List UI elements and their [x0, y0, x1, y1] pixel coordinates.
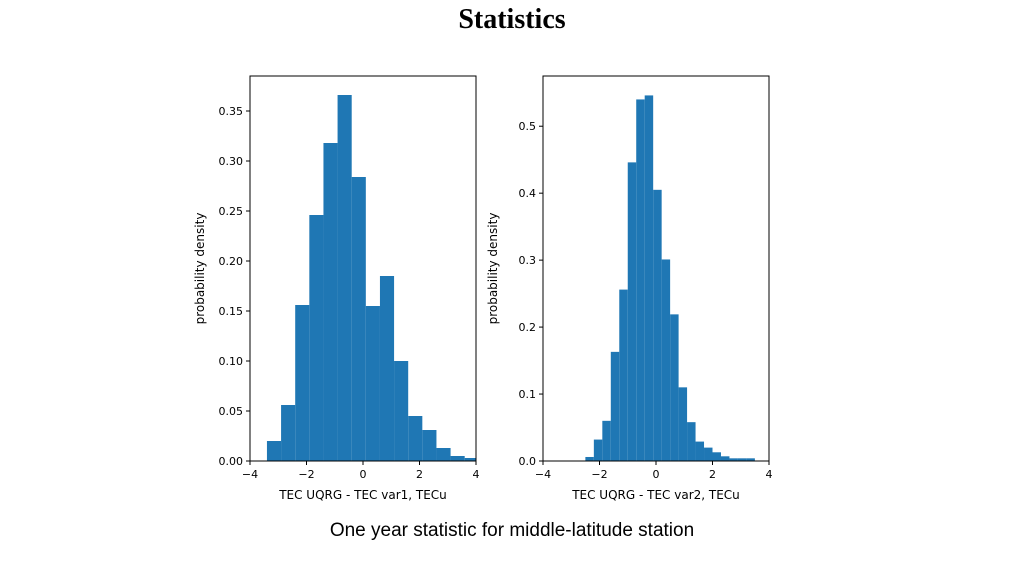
y-tick-label: 0.20 [219, 255, 244, 268]
histogram-bar [323, 143, 338, 461]
histogram-bar [408, 416, 423, 461]
histogram-bar [687, 422, 696, 461]
x-tick-label: −2 [298, 468, 314, 481]
histogram-bar [585, 456, 594, 461]
x-tick-label: −2 [591, 468, 607, 481]
x-tick-label: 0 [360, 468, 367, 481]
histogram-bar [678, 387, 688, 461]
histogram-bar [746, 458, 755, 461]
histogram-bar [309, 215, 324, 461]
histogram-left: −4 −2 0 2 4 0.00 0.05 0.10 0.15 0.20 0.25 0.30 0.35 T… [193, 75, 480, 502]
y-axis-label: probability density [193, 213, 207, 325]
histogram-right: −4 −2 0 2 4 0.0 0.1 0.2 0.3 0.4 0.5 TEC UQRG - TEC … [486, 75, 773, 502]
histogram-bar [619, 289, 628, 461]
histogram-bar [281, 405, 296, 461]
y-tick-label: 0.4 [519, 187, 537, 200]
histogram-bar [644, 95, 654, 461]
histogram-bar [351, 177, 366, 461]
slide-title: Statistics [458, 4, 566, 35]
x-tick-label: 4 [766, 468, 773, 481]
histogram-bar [627, 162, 637, 462]
x-tick-label: 0 [653, 468, 660, 481]
histogram-bar [695, 441, 705, 461]
histogram-bar [653, 189, 662, 461]
y-tick-label: 0.30 [219, 155, 244, 168]
histogram-bar [670, 314, 679, 461]
histogram-bar [436, 448, 451, 461]
histogram-bar [610, 351, 620, 461]
histogram-bar [365, 306, 380, 461]
y-tick-label: 0.00 [219, 455, 244, 468]
histogram-bar [422, 430, 437, 461]
histogram-bar [636, 99, 645, 461]
y-tick-label: 0.25 [219, 205, 244, 218]
histogram-bar [593, 439, 603, 461]
histogram-bar [266, 441, 282, 461]
y-tick-label: 0.15 [219, 305, 244, 318]
x-tick-label: −4 [535, 468, 551, 481]
x-axis-label: TEC UQRG - TEC var2, TECu [571, 488, 740, 502]
histogram-bar [661, 259, 671, 461]
y-tick-label: 0.3 [519, 254, 537, 267]
histogram-bar [394, 361, 409, 461]
y-tick-label: 0.35 [219, 105, 244, 118]
histogram-bar [704, 447, 713, 461]
histogram-bar [464, 458, 476, 461]
histogram-bar [737, 458, 747, 461]
x-tick-label: −4 [242, 468, 258, 481]
y-tick-label: 0.5 [519, 120, 537, 133]
histogram-bar [295, 305, 310, 461]
histogram-bar [379, 276, 395, 461]
y-tick-label: 0.10 [219, 355, 244, 368]
histogram-bar [720, 456, 730, 461]
x-axis-label: TEC UQRG - TEC var1, TECu [278, 488, 447, 502]
y-axis-label: probability density [486, 213, 500, 325]
x-tick-label: 4 [473, 468, 480, 481]
y-tick-label: 0.2 [519, 321, 537, 334]
x-tick-label: 2 [416, 468, 423, 481]
histogram-bar [450, 456, 465, 461]
histogram-bar [602, 420, 611, 461]
y-tick-label: 0.05 [219, 405, 244, 418]
y-tick-label: 0.1 [519, 388, 537, 401]
histogram-bar [712, 452, 721, 461]
y-tick-label: 0.0 [519, 455, 537, 468]
x-tick-label: 2 [709, 468, 716, 481]
slide-caption: One year statistic for middle-latitude s… [329, 520, 695, 541]
histogram-bar [337, 95, 352, 461]
histogram-bar [729, 458, 738, 461]
